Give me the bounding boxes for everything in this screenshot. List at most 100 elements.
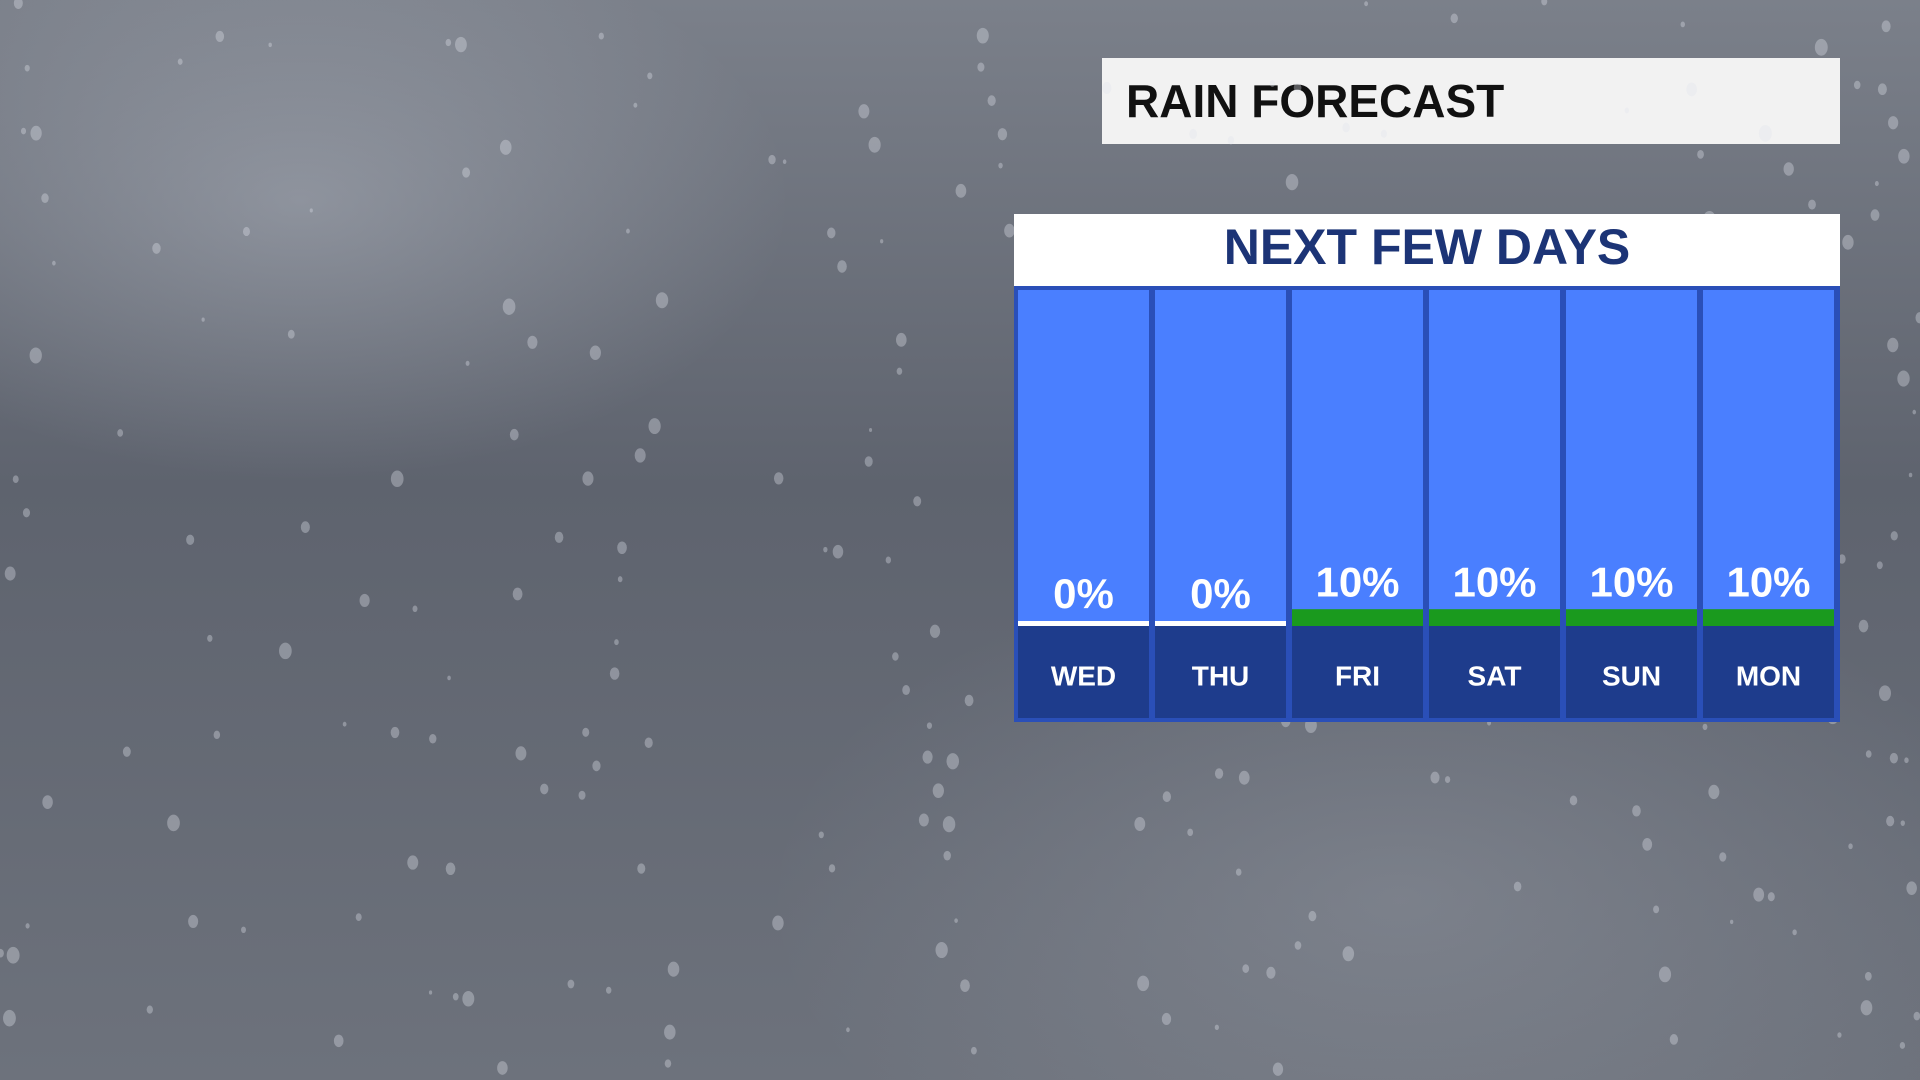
- raindrop: [1848, 843, 1853, 850]
- raindrop: [390, 726, 400, 739]
- raindrop: [828, 864, 836, 873]
- raindrop: [512, 587, 523, 601]
- raindrop: [567, 979, 575, 989]
- raindrop: [1887, 337, 1899, 353]
- raindrop: [976, 27, 989, 44]
- raindrop: [29, 347, 42, 364]
- day-cell: [1018, 626, 1149, 718]
- raindrop: [918, 813, 929, 827]
- raindrop: [502, 298, 516, 315]
- raindrop: [1364, 1, 1369, 7]
- raindrop: [1658, 966, 1672, 983]
- raindrop: [465, 360, 470, 366]
- raindrop: [1004, 223, 1015, 238]
- raindrop: [1161, 1012, 1172, 1026]
- column: [1155, 290, 1286, 626]
- raindrop: [1876, 561, 1883, 570]
- raindrop: [943, 850, 951, 861]
- raindrop: [1285, 173, 1299, 191]
- raindrop: [664, 1024, 676, 1040]
- raindrop: [837, 260, 847, 273]
- raindrop: [1886, 815, 1895, 827]
- raindrop: [527, 335, 538, 349]
- raindrop: [1719, 852, 1727, 862]
- raindrop: [1838, 554, 1846, 564]
- raindrop: [858, 104, 870, 119]
- x-tick-label: WED: [1051, 660, 1116, 691]
- raindrop: [462, 167, 471, 178]
- raindrop: [455, 36, 467, 53]
- raindrop: [390, 470, 404, 488]
- value-label: 10%: [1726, 558, 1810, 605]
- raindrop: [1214, 768, 1224, 779]
- raindrop: [497, 1061, 508, 1075]
- bar: [1018, 621, 1149, 626]
- raindrop: [407, 855, 419, 870]
- raindrop: [895, 332, 907, 347]
- raindrop: [664, 1059, 672, 1068]
- raindrop: [1783, 162, 1794, 176]
- raindrop: [333, 1034, 344, 1048]
- raindrop: [868, 136, 881, 153]
- raindrop: [300, 521, 310, 534]
- raindrop: [213, 730, 221, 740]
- raindrop: [1450, 13, 1458, 24]
- bar: [1429, 609, 1560, 626]
- raindrop: [1430, 771, 1440, 784]
- raindrop: [582, 471, 594, 486]
- raindrop: [773, 472, 784, 485]
- raindrop: [634, 448, 646, 463]
- raindrop: [167, 814, 180, 832]
- x-tick-label: SUN: [1602, 660, 1661, 691]
- raindrop: [0, 948, 4, 958]
- raindrop: [637, 863, 646, 874]
- raindrop: [1294, 941, 1302, 950]
- chart-title: NEXT FEW DAYS: [1224, 219, 1631, 275]
- raindrop: [1238, 770, 1250, 785]
- raindrop: [1915, 312, 1920, 324]
- raindrop: [1269, 80, 1276, 87]
- x-tick-label: THU: [1192, 660, 1250, 691]
- bar: [1292, 609, 1423, 626]
- raindrop: [1293, 82, 1302, 93]
- value-label: 10%: [1589, 558, 1673, 605]
- raindrop: [554, 531, 564, 543]
- value-label: 0%: [1053, 570, 1114, 617]
- raindrop: [605, 986, 612, 994]
- x-tick-label: SAT: [1468, 660, 1522, 691]
- raindrop: [268, 42, 272, 48]
- raindrop: [1680, 21, 1686, 28]
- raindrop: [452, 992, 459, 1001]
- day-cell: [1292, 626, 1423, 718]
- raindrop: [977, 62, 985, 72]
- raindrop: [13, 0, 23, 9]
- raindrop: [1864, 971, 1872, 981]
- value-label: 10%: [1315, 558, 1399, 605]
- raindrop: [655, 292, 669, 309]
- raindrop: [1134, 816, 1146, 832]
- raindrop: [1137, 975, 1150, 992]
- raindrop: [922, 750, 933, 764]
- x-tick-label: MON: [1736, 660, 1801, 691]
- raindrop: [667, 961, 680, 977]
- raindrop: [177, 58, 183, 65]
- raindrop: [540, 783, 549, 795]
- raindrop: [122, 746, 131, 757]
- raindrop: [429, 734, 437, 744]
- raindrop: [309, 208, 313, 213]
- panel-header: [1014, 214, 1840, 286]
- raindrop: [186, 534, 195, 546]
- raindrop: [926, 722, 933, 729]
- raindrop: [215, 30, 225, 43]
- raindrop: [201, 317, 205, 322]
- raindrop: [359, 593, 370, 608]
- raindrop: [152, 242, 161, 254]
- raindrop: [997, 128, 1008, 141]
- raindrop: [846, 1027, 850, 1033]
- raindrop: [1697, 150, 1704, 159]
- bar: [1566, 609, 1697, 626]
- raindrop: [823, 546, 828, 553]
- day-cell: [1155, 626, 1286, 718]
